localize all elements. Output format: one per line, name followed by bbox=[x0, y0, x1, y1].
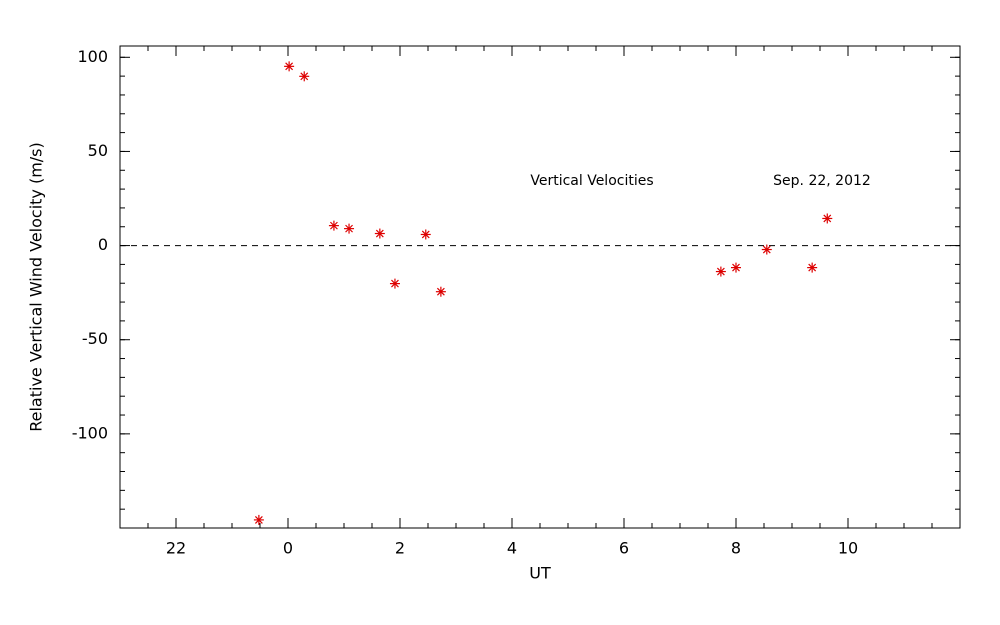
data-point bbox=[328, 220, 339, 231]
data-point bbox=[731, 262, 741, 273]
asterisk-stroke bbox=[375, 229, 384, 238]
x-tick-label: 2 bbox=[395, 539, 405, 558]
asterisk-stroke bbox=[391, 279, 399, 288]
y-tick-label: -50 bbox=[82, 329, 108, 348]
data-point bbox=[299, 71, 310, 82]
data-point bbox=[761, 244, 772, 255]
x-tick-label: 10 bbox=[838, 539, 858, 558]
asterisk-stroke bbox=[345, 224, 353, 233]
asterisk-stroke bbox=[285, 62, 294, 71]
asterisk-stroke bbox=[808, 263, 817, 272]
asterisk-stroke bbox=[329, 221, 338, 230]
asterisk-stroke bbox=[823, 214, 832, 223]
data-point bbox=[807, 262, 818, 273]
plot-frame bbox=[119, 45, 961, 529]
asterisk-stroke bbox=[732, 263, 740, 272]
data-point bbox=[822, 213, 833, 224]
asterisk-stroke bbox=[762, 245, 771, 254]
x-tick-label: 22 bbox=[166, 539, 186, 558]
data-point bbox=[715, 266, 726, 277]
annotation: Sep. 22, 2012 bbox=[773, 173, 871, 189]
data-point bbox=[344, 223, 355, 234]
y-tick-label: 50 bbox=[88, 141, 108, 160]
data-point bbox=[284, 61, 295, 72]
data-point bbox=[420, 229, 431, 240]
asterisk-stroke bbox=[421, 230, 430, 239]
x-tick-label: 6 bbox=[619, 539, 629, 558]
annotation: Vertical Velocities bbox=[530, 173, 653, 189]
y-tick-label: -100 bbox=[72, 423, 108, 442]
x-tick-label: 0 bbox=[283, 539, 293, 558]
data-point bbox=[389, 278, 400, 289]
y-tick-label: 0 bbox=[98, 235, 108, 254]
y-tick-label: 100 bbox=[77, 47, 108, 66]
x-tick-label: 4 bbox=[507, 539, 517, 558]
data-point bbox=[374, 228, 385, 239]
asterisk-stroke bbox=[436, 287, 445, 296]
asterisk-stroke bbox=[716, 267, 725, 276]
y-axis-label: Relative Vertical Wind Velocity (m/s) bbox=[27, 142, 46, 432]
x-tick-label: 8 bbox=[731, 539, 741, 558]
x-axis-label: UT bbox=[529, 564, 551, 583]
data-point bbox=[253, 514, 264, 525]
data-point bbox=[435, 286, 446, 297]
asterisk-stroke bbox=[254, 515, 263, 524]
asterisk-stroke bbox=[300, 72, 309, 81]
